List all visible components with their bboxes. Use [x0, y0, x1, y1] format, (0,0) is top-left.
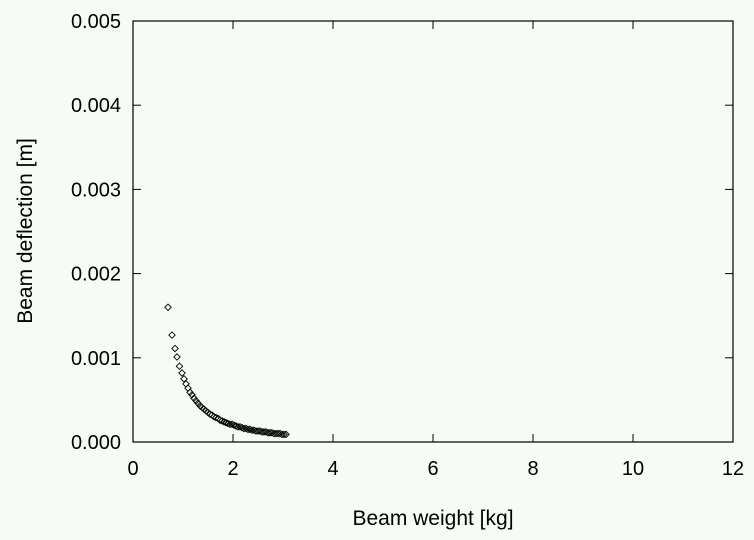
data-point: [282, 430, 290, 439]
data-point: [188, 391, 196, 399]
data-point: [218, 417, 226, 425]
data-point: [212, 413, 220, 422]
data-point: [230, 421, 238, 429]
x-tick-label: 6: [427, 458, 438, 480]
data-point: [168, 331, 176, 339]
x-axis-label: Beam weight [kg]: [352, 507, 513, 530]
data-point: [178, 369, 186, 377]
data-point: [173, 353, 181, 361]
data-point: [222, 418, 230, 427]
data-point: [216, 416, 224, 424]
x-tick-label: 2: [227, 458, 238, 480]
x-tick-label: 0: [127, 458, 138, 480]
x-tick-label: 10: [622, 458, 644, 480]
data-point: [164, 303, 172, 312]
data-point: [210, 412, 218, 421]
y-tick-label: 0.005: [71, 11, 121, 33]
plot-frame: [132, 20, 734, 443]
data-points: [164, 303, 290, 439]
y-tick-label: 0.004: [71, 95, 121, 117]
data-point: [236, 423, 244, 431]
data-point: [228, 420, 236, 429]
data-point: [220, 417, 228, 426]
x-tick-label: 8: [527, 458, 538, 480]
y-tick-label: 0.002: [71, 264, 121, 286]
data-point: [184, 384, 192, 392]
x-axis-ticks: 0 2 4 6 8 10 12: [127, 21, 744, 480]
y-axis-label: Beam deflection [m]: [14, 138, 37, 324]
data-point: [180, 375, 188, 383]
data-point: [171, 344, 179, 353]
x-tick-label: 4: [327, 458, 338, 480]
data-point: [175, 362, 184, 371]
y-tick-label: 0.003: [71, 179, 121, 201]
data-point: [280, 430, 288, 439]
data-point: [206, 410, 214, 419]
y-axis-ticks: 0.000 0.001 0.002 0.003 0.004 0.005: [71, 11, 733, 454]
y-tick-label: 0.001: [71, 348, 121, 370]
x-tick-label: 12: [722, 458, 744, 480]
y-tick-label: 0.000: [71, 432, 121, 454]
